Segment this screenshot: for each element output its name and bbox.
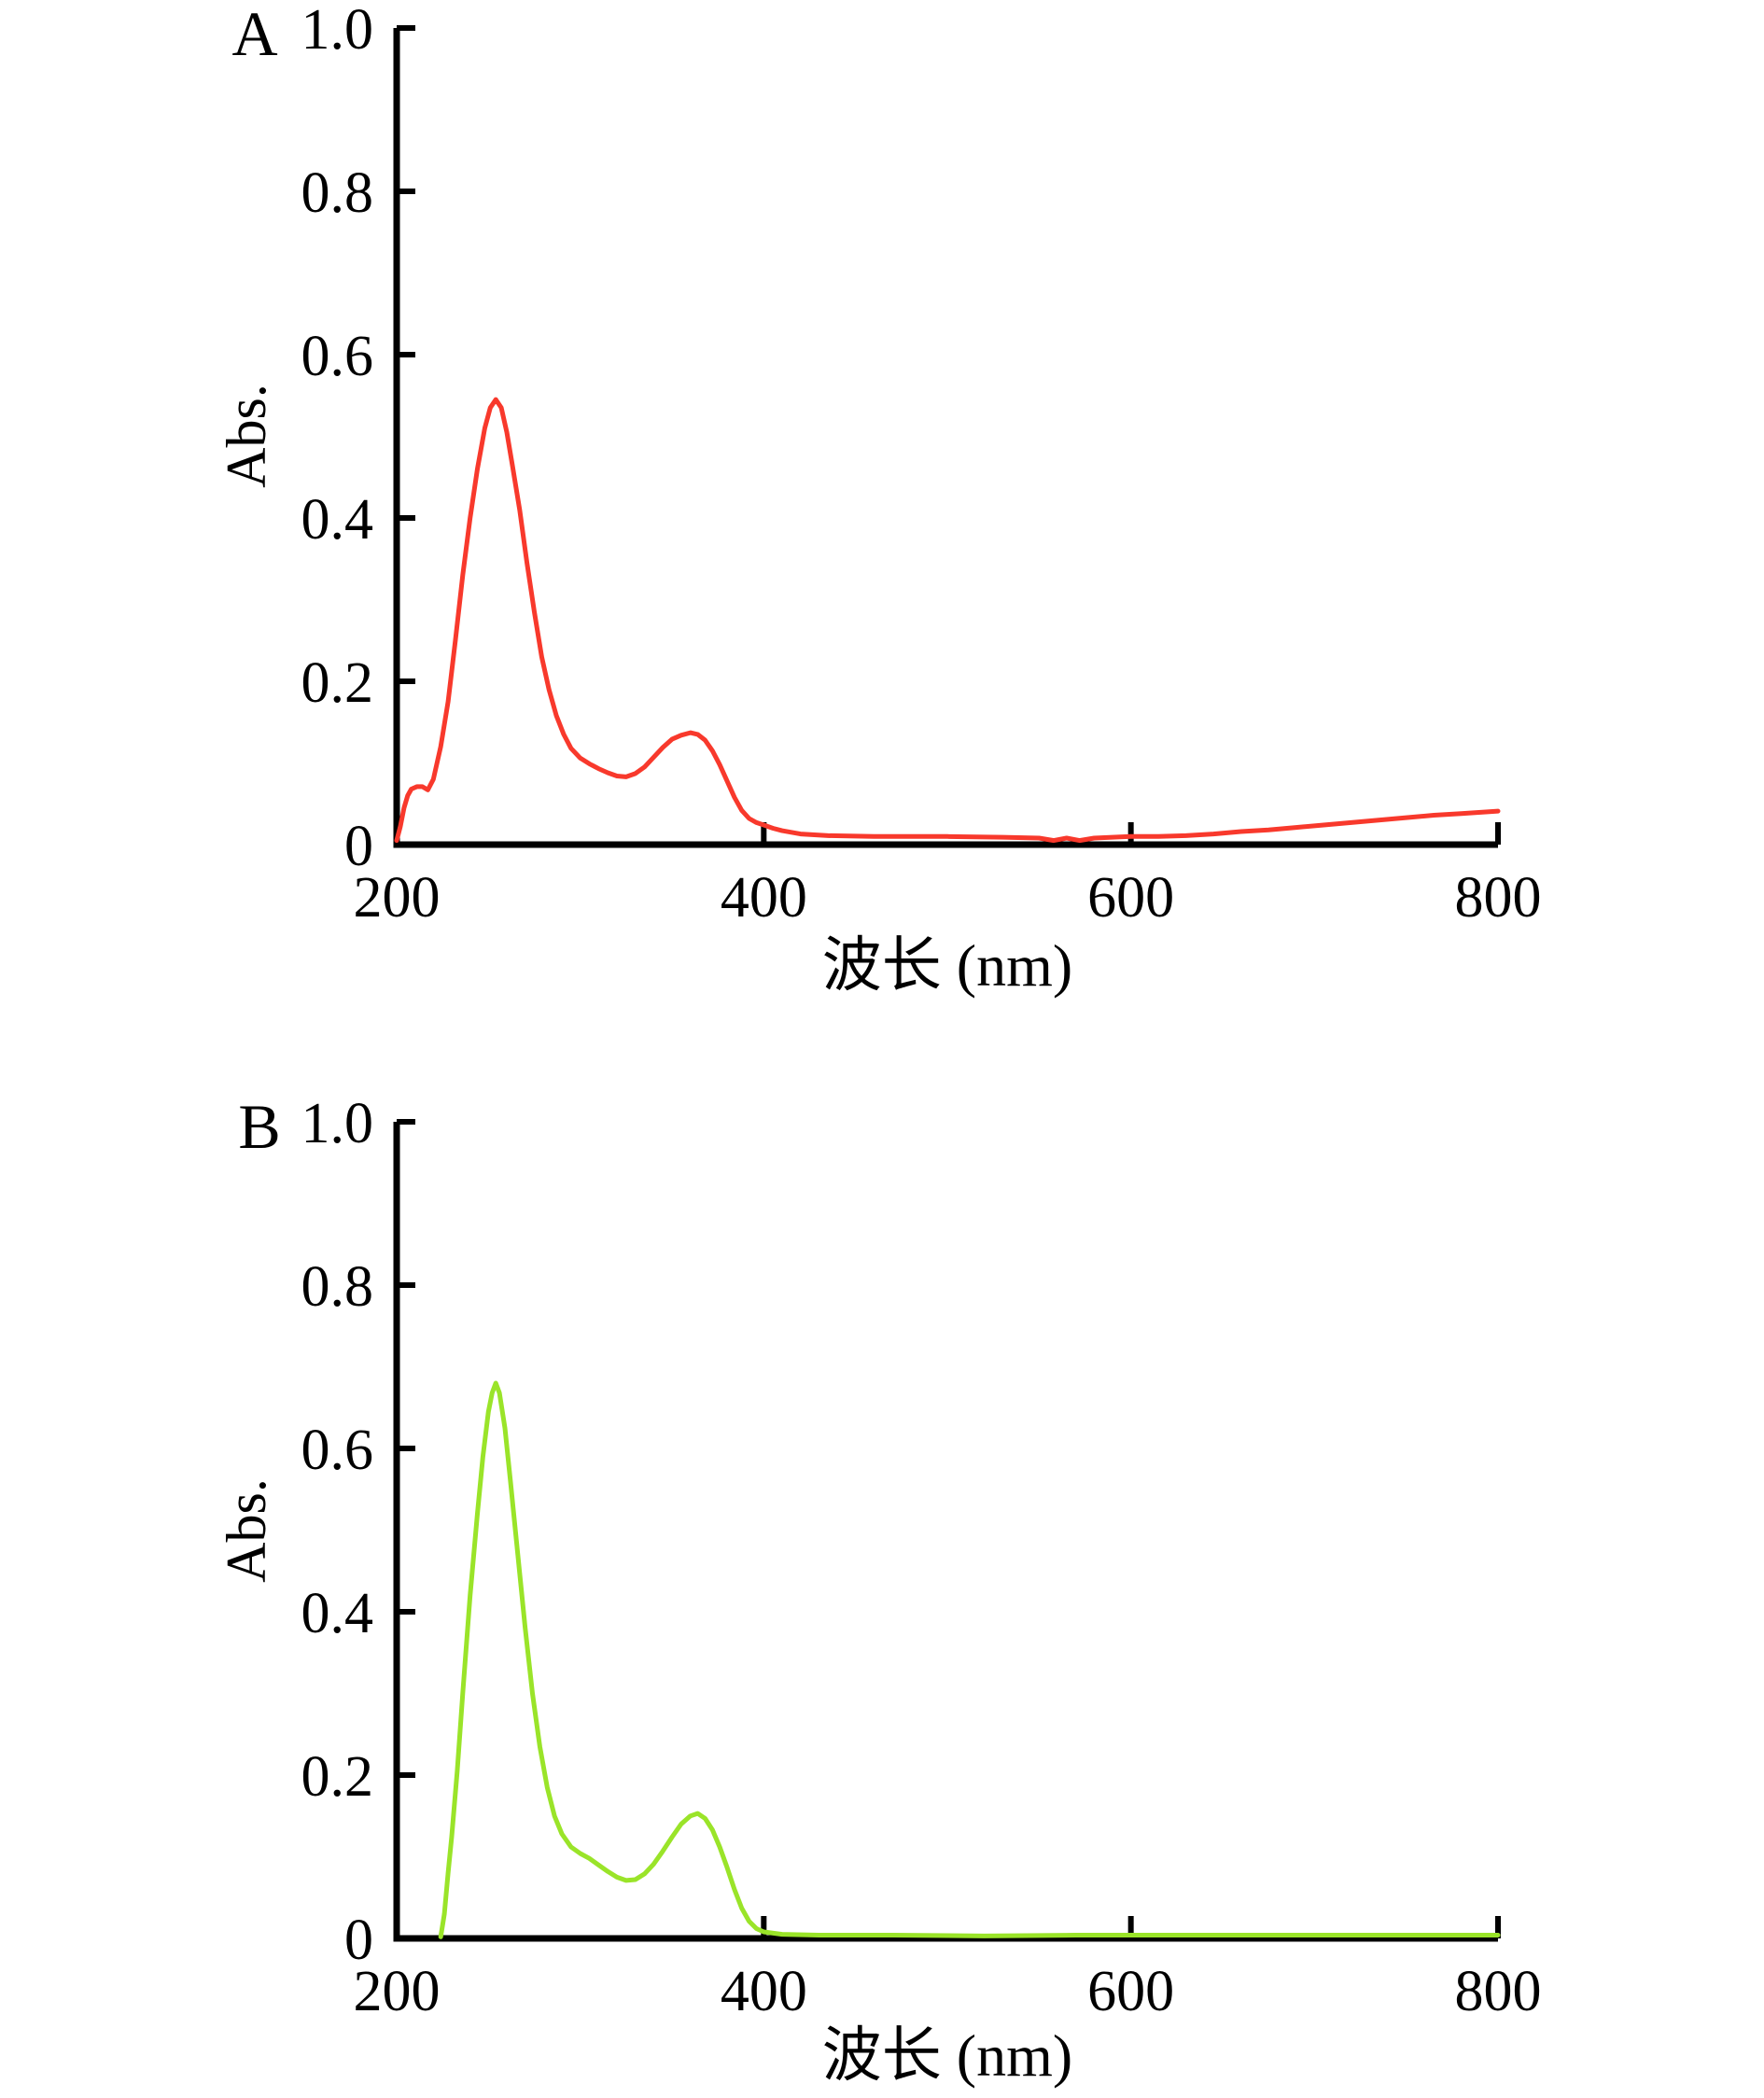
y-tick-label: 0.6	[301, 1419, 374, 1482]
x-tick-label: 600	[1087, 1960, 1174, 2023]
y-tick-label: 0.8	[301, 1255, 374, 1319]
y-tick-label: 1.0	[301, 1092, 374, 1155]
x-tick-label: 800	[1455, 1960, 1542, 2023]
x-tick-label: 400	[721, 1960, 807, 2023]
panel-b-x-axis-title: 波长 (nm)	[821, 2022, 1073, 2089]
spectrum-line-a	[394, 397, 1501, 844]
y-tick-label: 0.6	[301, 325, 374, 388]
panel-b-label: B	[238, 1091, 281, 1162]
spectrum-line-b	[438, 1380, 1501, 1939]
y-tick-label: 1.0	[301, 0, 374, 62]
panel-a-x-axis-title: 波长 (nm)	[821, 932, 1073, 999]
x-tick-label: 400	[721, 866, 807, 930]
y-tick-label: 0.4	[301, 1582, 374, 1645]
panel-b-axis	[393, 1122, 1498, 1942]
y-tick-label: 0.8	[301, 161, 374, 225]
y-tick-label: 0.2	[301, 651, 374, 715]
x-tick-label: 200	[354, 866, 441, 930]
y-tick-label: 0	[344, 815, 373, 878]
x-tick-label: 800	[1455, 866, 1542, 930]
y-tick-label: 0.2	[301, 1745, 374, 1809]
y-tick-label: 0.4	[301, 488, 374, 552]
y-tick-label: 0	[344, 1909, 373, 1972]
x-tick-label: 600	[1087, 866, 1174, 930]
panel-a-label: A	[231, 0, 278, 69]
panel-b-y-axis-title: Abs.	[216, 1478, 277, 1583]
panel-a-axis	[393, 28, 1498, 848]
x-tick-label: 200	[354, 1960, 441, 2023]
panel-a-y-axis-title: Abs.	[216, 384, 277, 488]
